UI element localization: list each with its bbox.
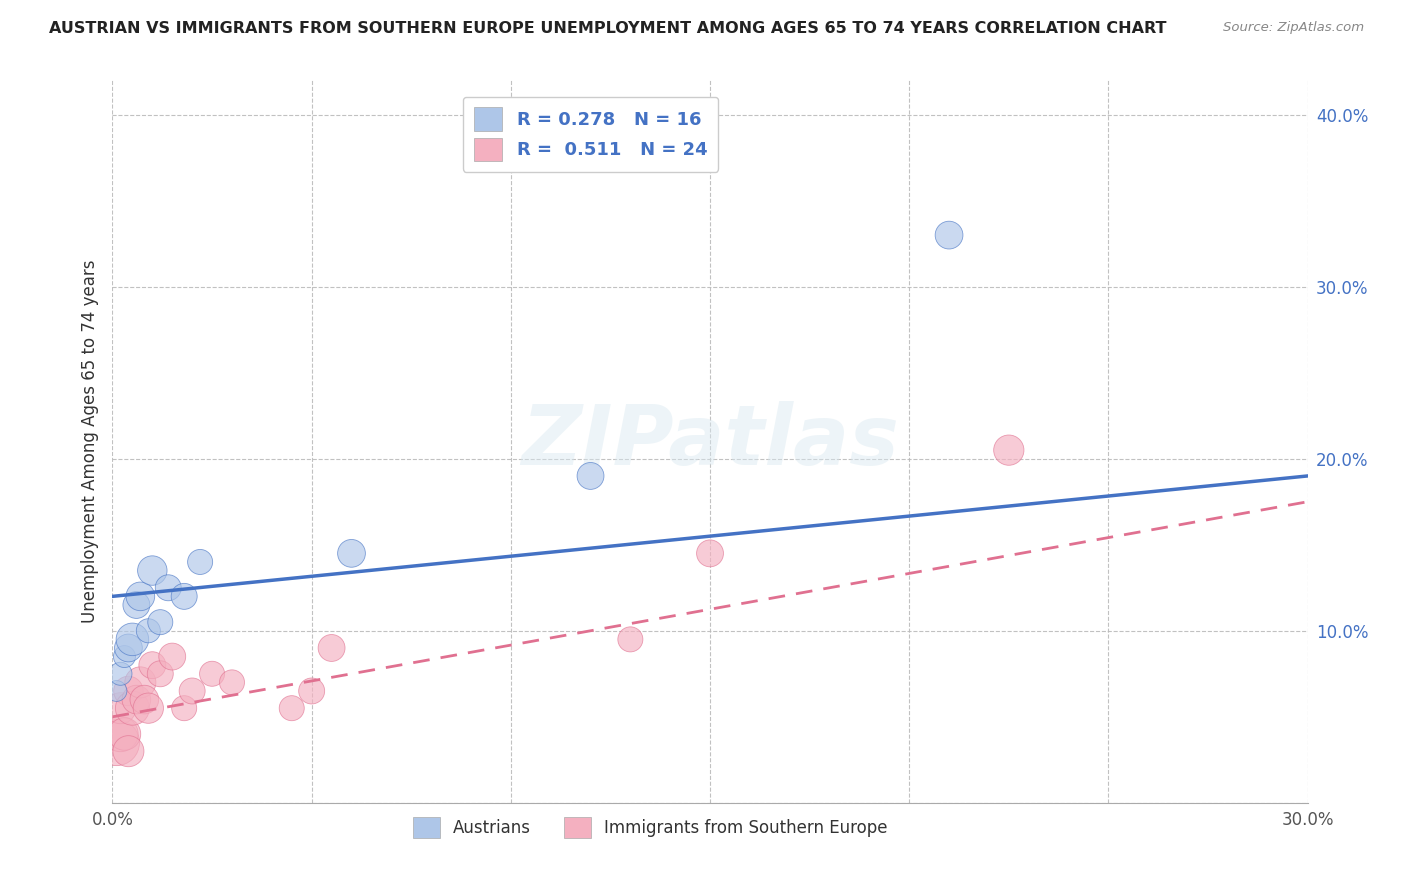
Point — [138, 624, 160, 638]
Point — [173, 590, 195, 604]
Point — [121, 701, 143, 715]
Point — [138, 701, 160, 715]
Text: AUSTRIAN VS IMMIGRANTS FROM SOUTHERN EUROPE UNEMPLOYMENT AMONG AGES 65 TO 74 YEA: AUSTRIAN VS IMMIGRANTS FROM SOUTHERN EUR… — [49, 21, 1167, 36]
Point — [938, 228, 960, 243]
Point — [110, 727, 132, 741]
Point — [125, 598, 148, 612]
Point — [114, 649, 135, 664]
Point — [699, 546, 721, 560]
Point — [114, 727, 135, 741]
Point — [201, 666, 224, 681]
Point — [157, 581, 180, 595]
Point — [110, 701, 132, 715]
Point — [129, 590, 152, 604]
Point — [619, 632, 641, 647]
Point — [173, 701, 195, 715]
Point — [998, 443, 1021, 458]
Point — [105, 735, 128, 749]
Legend: Austrians, Immigrants from Southern Europe: Austrians, Immigrants from Southern Euro… — [406, 810, 894, 845]
Point — [110, 666, 132, 681]
Point — [162, 649, 183, 664]
Point — [321, 640, 343, 655]
Point — [181, 684, 204, 698]
Point — [149, 666, 172, 681]
Text: Source: ZipAtlas.com: Source: ZipAtlas.com — [1223, 21, 1364, 34]
Point — [301, 684, 323, 698]
Point — [134, 692, 156, 706]
Point — [188, 555, 211, 569]
Point — [141, 658, 163, 673]
Point — [281, 701, 304, 715]
Point — [117, 684, 139, 698]
Point — [141, 564, 163, 578]
Point — [121, 632, 143, 647]
Y-axis label: Unemployment Among Ages 65 to 74 years: Unemployment Among Ages 65 to 74 years — [80, 260, 98, 624]
Point — [129, 675, 152, 690]
Point — [340, 546, 363, 560]
Text: ZIPatlas: ZIPatlas — [522, 401, 898, 482]
Point — [117, 640, 139, 655]
Point — [149, 615, 172, 630]
Point — [579, 469, 602, 483]
Point — [125, 692, 148, 706]
Point — [221, 675, 243, 690]
Point — [117, 744, 139, 758]
Point — [105, 684, 128, 698]
